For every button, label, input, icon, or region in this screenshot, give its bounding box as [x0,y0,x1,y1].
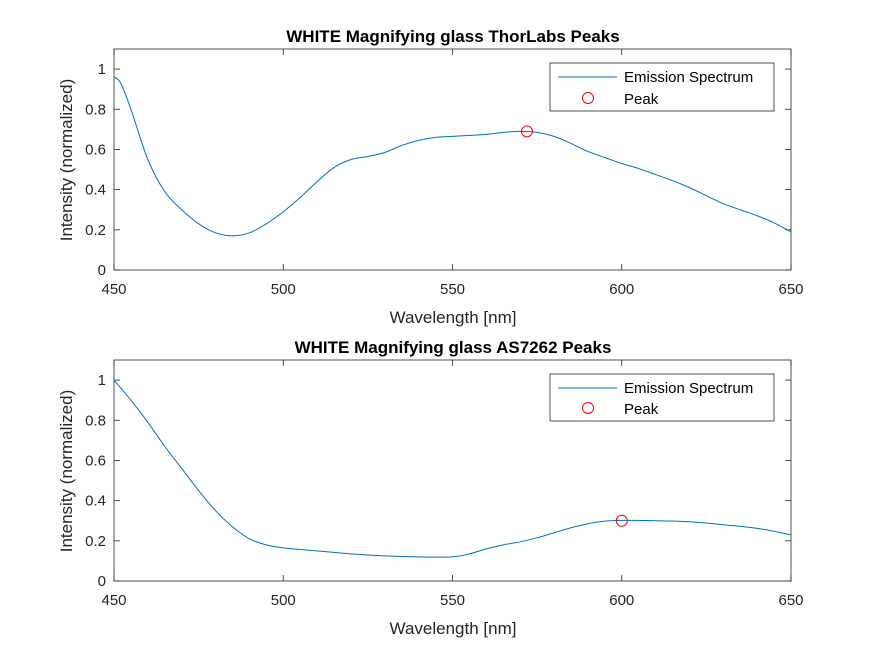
y-tick-label: 0.4 [85,182,106,199]
y-axis-label: Intensity (normalized) [57,79,76,242]
chart-thorlabs: WHITE Magnifying glass ThorLabs Peaks 45… [57,27,804,327]
chart-title: WHITE Magnifying glass AS7262 Peaks [295,338,612,357]
legend-peak-marker [582,402,594,414]
x-tick-label: 550 [440,592,465,609]
x-tick-label: 500 [271,592,296,609]
x-tick-label: 450 [101,281,126,298]
chart-title: WHITE Magnifying glass ThorLabs Peaks [286,27,619,46]
legend-peak-marker [582,92,594,104]
y-tick-label: 0.2 [85,533,106,550]
x-tick-label: 500 [271,281,296,298]
y-tick-label: 0 [98,573,106,590]
legend-entry-peak: Peak [624,401,659,418]
x-tick-label: 450 [101,592,126,609]
chart-as7262: WHITE Magnifying glass AS7262 Peaks 450 5… [57,338,804,638]
peak-marker [520,125,533,138]
y-axis-label: Intensity (normalized) [57,390,76,553]
y-tick-label: 0.8 [85,101,106,118]
legend: Emission Spectrum Peak [549,373,775,422]
x-axis-label: Wavelength [nm] [390,619,517,638]
x-tick-label: 550 [440,281,465,298]
y-tick-label: 0.6 [85,452,106,469]
series-line-emission-spectrum [113,379,792,558]
legend-entry-emission: Emission Spectrum [624,380,753,397]
x-tick-label: 600 [609,592,634,609]
y-tick-label: 0.8 [85,412,106,429]
x-tick-label: 650 [778,281,803,298]
legend-entry-emission: Emission Spectrum [624,69,753,86]
legend-entry-peak: Peak [624,91,659,108]
y-tick-label: 1 [98,61,106,78]
x-tick-label: 650 [778,592,803,609]
y-tick-label: 0.2 [85,222,106,239]
x-tick-label: 600 [609,281,634,298]
y-tick-label: 0 [98,262,106,279]
legend: Emission Spectrum Peak [549,62,775,112]
y-tick-label: 1 [98,372,106,389]
peak-marker [615,514,628,527]
x-axis-label: Wavelength [nm] [390,308,517,327]
series-line-emission-spectrum [113,76,792,237]
y-tick-label: 0.6 [85,141,106,158]
y-tick-label: 0.4 [85,493,106,510]
